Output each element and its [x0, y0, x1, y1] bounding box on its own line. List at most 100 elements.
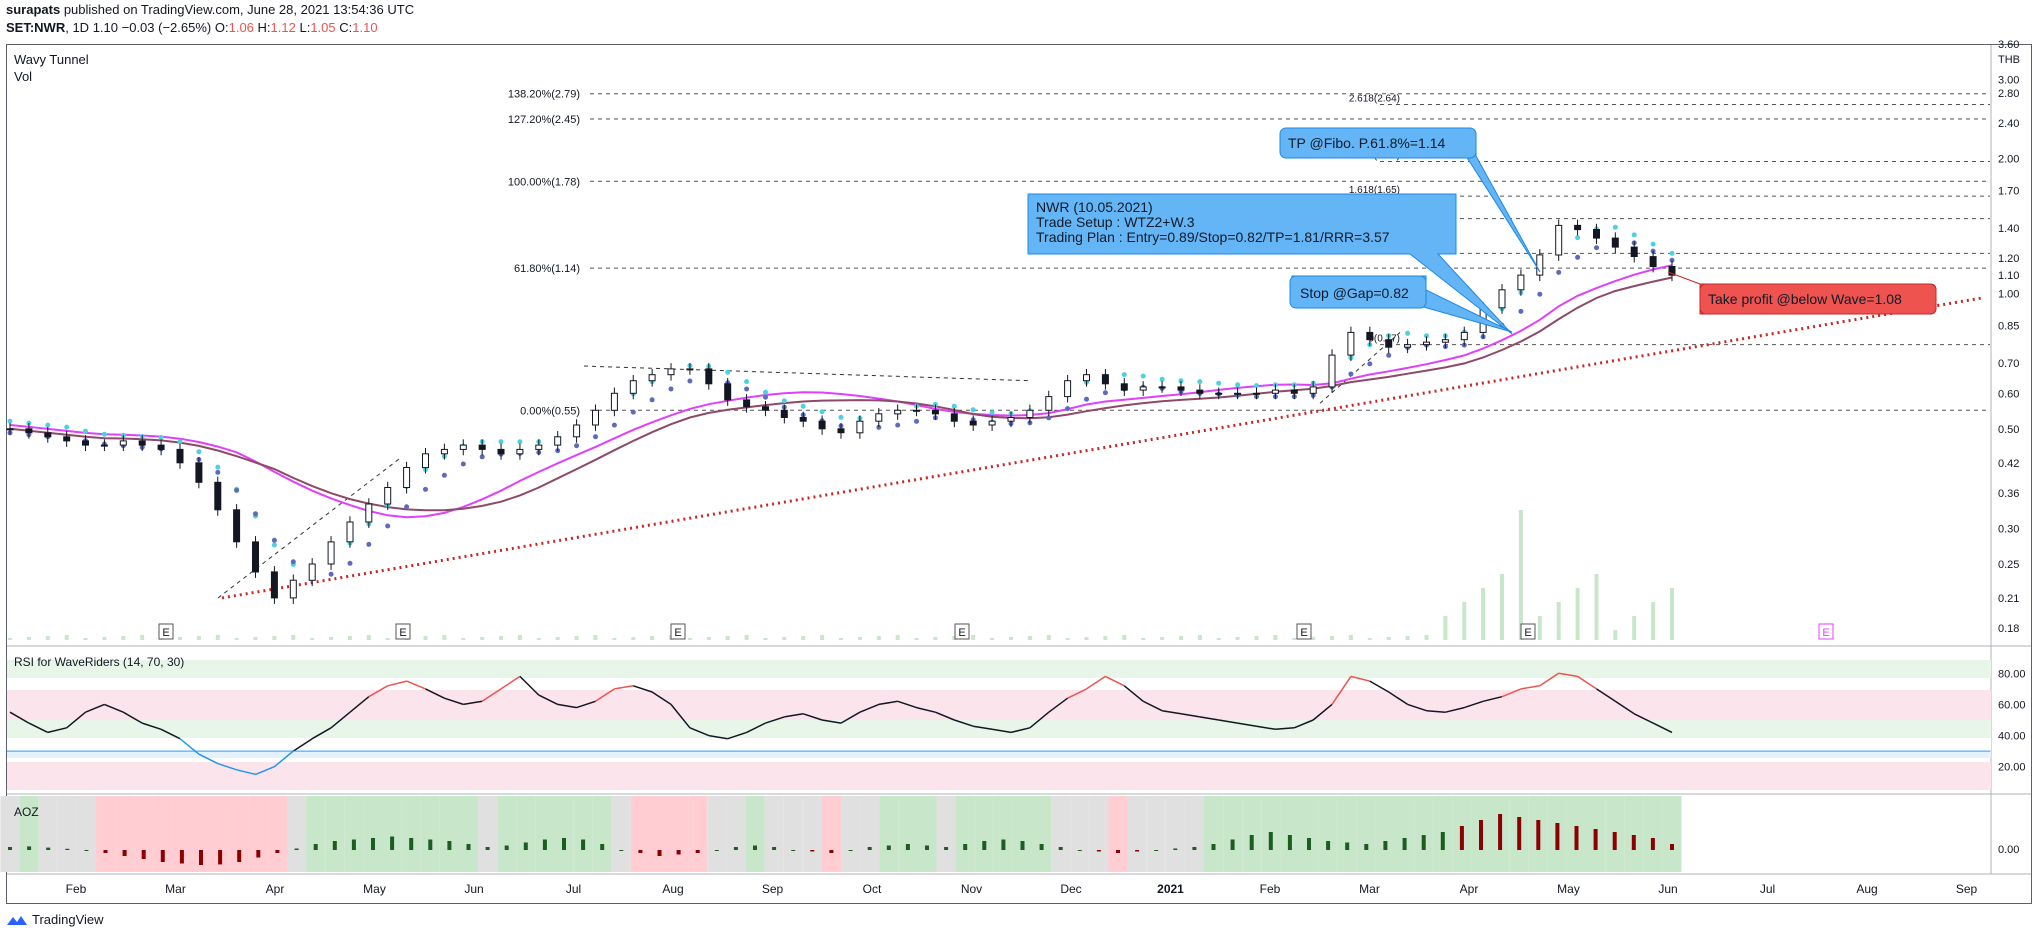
- rsi-segment: [198, 753, 219, 765]
- rsi-segment: [633, 685, 653, 693]
- aoz-bg-stripe: [1356, 796, 1376, 872]
- aoz-bg-stripe: [611, 796, 631, 872]
- aoz-bg-stripe: [764, 796, 784, 872]
- ma-fast-dark-dot: [479, 454, 485, 460]
- aoz-tick-label: 0.00: [1998, 844, 2019, 856]
- footer: TradingView: [6, 912, 104, 927]
- rsi-segment: [727, 731, 747, 740]
- chart-frame[interactable]: [6, 44, 2032, 904]
- fibo-label-left: 127.20%(2.45): [508, 114, 580, 126]
- aoz-bg-stripe: [1299, 796, 1319, 872]
- open-value: 1.06: [228, 20, 254, 35]
- volume-bar: [1405, 636, 1410, 640]
- candle-body: [686, 368, 694, 371]
- volume-bar: [1179, 636, 1183, 640]
- candle-body: [1064, 380, 1072, 398]
- aoz-bar: [1211, 844, 1216, 850]
- aoz-bar: [1192, 847, 1197, 850]
- rsi-segment: [9, 711, 30, 724]
- candle-body: [6, 428, 14, 431]
- ma-fast-dark-dot: [253, 511, 258, 517]
- volume-bar: [650, 636, 655, 640]
- fibo-base-line: [217, 457, 401, 599]
- price-tick-label: 1.70: [1998, 185, 2019, 197]
- fibo-label-left: 138.20%(2.79): [508, 89, 580, 101]
- aoz-bar: [122, 850, 127, 856]
- rsi-segment: [463, 700, 483, 706]
- aoz-bg-stripe: [821, 796, 841, 872]
- ma-fast-cyan-dot: [1405, 330, 1411, 336]
- aoz-bar: [65, 848, 70, 850]
- candle-body: [913, 409, 920, 412]
- annotations[interactable]: TP @Fibo. P.61.8%=1.14 NWR (10.05.2021) …: [1027, 127, 1937, 335]
- volume-bar: [102, 637, 107, 640]
- rsi-segment: [1312, 703, 1333, 721]
- rsi-segment: [1369, 680, 1390, 693]
- candle-body: [931, 409, 939, 415]
- ma-fast-dark-dot: [1065, 406, 1071, 412]
- fibo-label-left: 0.00%(0.55): [520, 405, 580, 417]
- candle-body: [214, 481, 222, 511]
- candle-body: [610, 392, 618, 411]
- ma-fast-cyan-dot: [1612, 224, 1618, 230]
- rsi-segment: [1520, 685, 1540, 690]
- legend-wavy[interactable]: Wavy Tunnel: [14, 52, 89, 67]
- candle-body: [403, 467, 411, 488]
- aoz-bg-stripe: [898, 796, 918, 872]
- aoz-bg-stripe: [1414, 796, 1434, 872]
- time-tick-label: Aug: [1856, 882, 1877, 896]
- aoz-bg-stripe: [783, 796, 803, 872]
- aoz-bar: [1402, 838, 1407, 850]
- volume-bar: [1065, 638, 1070, 640]
- aoz-bar: [275, 850, 280, 853]
- time-tick-label: Nov: [961, 882, 982, 896]
- aoz-bg-stripe: [439, 796, 459, 872]
- aoz-bg-stripe: [802, 796, 822, 872]
- rsi-segment: [651, 691, 672, 706]
- price-tick-label: 0.30: [1998, 523, 2019, 535]
- rsi-title[interactable]: RSI for WaveRiders (14, 70, 30): [14, 655, 184, 669]
- aoz-bar: [409, 838, 414, 850]
- candle-body: [875, 413, 883, 422]
- ma-fast-cyan-dot: [1669, 250, 1675, 256]
- volume-bar: [1235, 637, 1240, 640]
- aoz-bar: [848, 850, 853, 851]
- rsi-segment: [1558, 672, 1578, 678]
- legend-vol[interactable]: Vol: [14, 69, 32, 84]
- aoz-bar: [1077, 850, 1082, 851]
- close-value: 1.10: [352, 20, 378, 35]
- time-tick-label: Jun: [1658, 882, 1677, 896]
- ma-fast-dark-dot: [1348, 371, 1354, 377]
- aoz-bar: [1154, 850, 1159, 851]
- aoz-bg-stripe: [344, 796, 364, 872]
- author-name[interactable]: surapats: [6, 2, 61, 17]
- callout-stop-box: [1289, 275, 1427, 309]
- volume-bar: [990, 638, 995, 640]
- aoz-bg-stripe: [134, 796, 154, 872]
- price-tick-label: 1.20: [1998, 253, 2019, 265]
- volume-bar: [1292, 638, 1297, 640]
- volume-bar: [744, 635, 749, 640]
- aoz-title[interactable]: AOZ: [14, 805, 39, 819]
- symbol-name[interactable]: SET:NWR: [6, 20, 66, 35]
- aoz-bar: [1058, 847, 1063, 850]
- aoz-bg-stripe: [0, 796, 20, 872]
- fibo-label-left: 61.80%(1.14): [514, 263, 580, 275]
- rsi-segment: [425, 688, 445, 699]
- ma-fast-dark-dot: [404, 504, 410, 510]
- candle-body: [573, 424, 581, 438]
- rsi-segment: [160, 728, 181, 740]
- high-value: 1.12: [270, 20, 296, 35]
- rsi-segment: [1029, 711, 1050, 729]
- aoz-bar: [84, 850, 89, 851]
- aoz-bar: [982, 841, 987, 850]
- ma-fast-dark-dot: [1594, 245, 1599, 251]
- ma-fast-cyan-dot: [64, 424, 70, 430]
- volume-bar: [196, 636, 201, 640]
- footer-brand[interactable]: TradingView: [32, 912, 104, 927]
- volume-bar: [1122, 635, 1127, 640]
- aoz-bg-stripe: [229, 796, 249, 872]
- rsi-segment: [765, 716, 785, 724]
